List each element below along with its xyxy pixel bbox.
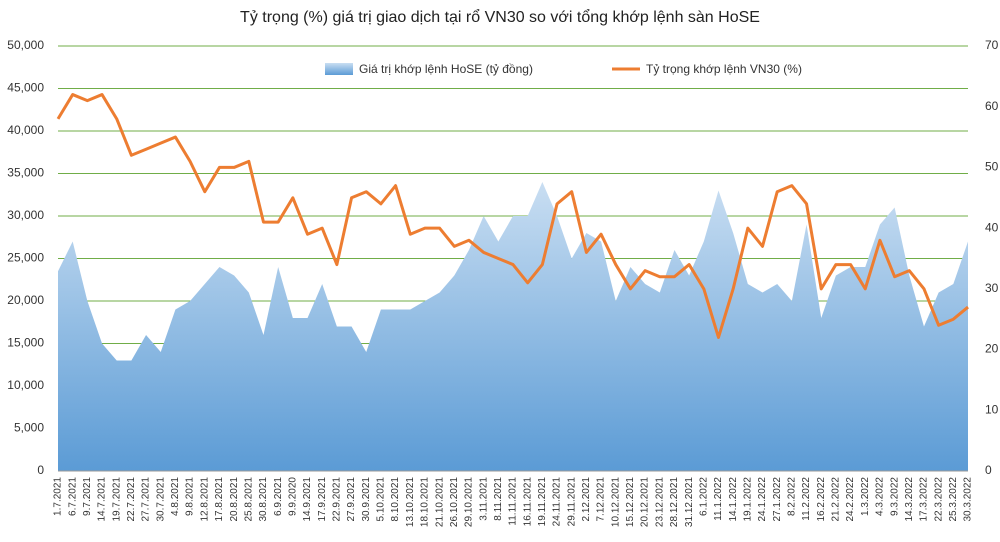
x-tick-label: 11.2.2022 — [801, 477, 812, 521]
y2-tick-label: 10 — [985, 402, 999, 416]
y2-tick-label: 70 — [985, 38, 999, 52]
x-tick-label: 20.12.2021 — [640, 477, 651, 527]
y-tick-label: 10,000 — [7, 378, 44, 392]
legend-label: Giá trị khớp lệnh HoSE (tỷ đồng) — [359, 62, 533, 76]
legend-label: Tỷ trọng khớp lệnh VN30 (%) — [646, 62, 802, 76]
x-tick-label: 12.8.2021 — [199, 477, 210, 522]
x-tick-label: 22.3.2022 — [933, 477, 944, 522]
x-tick-label: 17.9.2021 — [317, 477, 328, 522]
legend-swatch — [325, 63, 353, 75]
x-tick-label: 13.10.2021 — [405, 477, 416, 527]
y2-tick-label: 40 — [985, 220, 999, 234]
x-tick-label: 23.12.2021 — [654, 477, 665, 527]
x-tick-label: 26.10.2021 — [449, 477, 460, 527]
x-tick-label: 22.7.2021 — [126, 477, 137, 522]
x-tick-label: 30.7.2021 — [155, 477, 166, 522]
x-tick-label: 6.7.2021 — [67, 477, 78, 516]
x-tick-label: 16.2.2022 — [816, 477, 827, 522]
line — [56, 93, 969, 339]
x-tick-label: 28.12.2021 — [669, 477, 680, 527]
x-tick-label: 14.3.2022 — [904, 477, 915, 522]
x-tick-label: 3.11.2021 — [478, 477, 489, 521]
x-tick-label: 19.11.2021 — [537, 477, 548, 527]
x-tick-label: 17.8.2021 — [214, 477, 225, 522]
x-tick-label: 2.12.2021 — [581, 477, 592, 522]
y-tick-label: 25,000 — [7, 251, 44, 265]
x-tick-label: 21.2.2022 — [831, 477, 842, 522]
y-tick-label: 15,000 — [7, 336, 44, 350]
area — [58, 182, 968, 471]
y2-tick-label: 20 — [985, 342, 999, 356]
x-tick-label: 11.1.2022 — [713, 477, 724, 521]
x-tick-label: 31.12.2021 — [684, 477, 695, 527]
x-tick-label: 5.10.2021 — [376, 477, 387, 522]
x-tick-label: 8.11.2021 — [493, 477, 504, 521]
x-tick-label: 25.3.2022 — [948, 477, 959, 522]
x-tick-label: 8.10.2021 — [390, 477, 401, 522]
x-tick-label: 29.11.2021 — [566, 477, 577, 527]
x-tick-label: 7.12.2021 — [596, 477, 607, 522]
x-tick-label: 14.7.2021 — [97, 477, 108, 522]
chart-title: Tỷ trọng (%) giá trị giao dịch tại rổ VN… — [240, 8, 760, 26]
x-tick-label: 30.9.2021 — [361, 477, 372, 522]
x-tick-label: 19.7.2021 — [111, 477, 122, 522]
x-tick-label: 10.12.2021 — [610, 477, 621, 527]
x-tick-label: 27.7.2021 — [141, 477, 152, 522]
x-tick-label: 29.10.2021 — [464, 477, 475, 527]
x-tick-label: 9.7.2021 — [82, 477, 93, 516]
y-tick-label: 45,000 — [7, 81, 44, 95]
x-tick-label: 24.1.2022 — [757, 477, 768, 522]
y-tick-label: 30,000 — [7, 208, 44, 222]
y2-tick-label: 0 — [985, 463, 992, 477]
x-tick-label: 18.10.2021 — [420, 477, 431, 527]
x-tick-label: 25.8.2021 — [243, 477, 254, 522]
x-tick-label: 24.2.2022 — [845, 477, 856, 522]
x-tick-label: 1.7.2021 — [53, 477, 64, 516]
x-tick-label: 24.11.2021 — [552, 477, 563, 527]
y-tick-label: 20,000 — [7, 293, 44, 307]
x-tick-label: 27.1.2022 — [772, 477, 783, 522]
x-tick-label: 4.3.2022 — [875, 477, 886, 516]
y-tick-label: 35,000 — [7, 166, 44, 180]
x-tick-label: 15.12.2021 — [625, 477, 636, 527]
x-tick-label: 6.9.2021 — [273, 477, 284, 516]
x-tick-label: 19.1.2022 — [742, 477, 753, 522]
y-tick-label: 50,000 — [7, 38, 44, 52]
x-tick-label: 11.11.2021 — [508, 477, 519, 526]
x-tick-label: 17.3.2022 — [919, 477, 930, 522]
x-tick-label: 14.9.2021 — [302, 477, 313, 522]
x-tick-label: 20.8.2021 — [229, 477, 240, 522]
y2-tick-label: 50 — [985, 160, 999, 174]
x-tick-label: 16.11.2021 — [522, 477, 533, 527]
x-tick-label: 14.1.2022 — [728, 477, 739, 522]
y-tick-label: 40,000 — [7, 123, 44, 137]
x-tick-label: 9.3.2022 — [889, 477, 900, 516]
y-tick-label: 5,000 — [14, 421, 44, 435]
x-tick-label: 30.3.2022 — [963, 477, 974, 522]
x-tick-label: 30.8.2021 — [258, 477, 269, 522]
y2-tick-label: 30 — [985, 281, 999, 295]
y2-tick-label: 60 — [985, 99, 999, 113]
x-tick-label: 6.1.2022 — [698, 477, 709, 516]
x-tick-label: 9.9.2020 — [287, 477, 298, 516]
x-tick-label: 8.2.2022 — [787, 477, 798, 516]
x-tick-label: 4.8.2021 — [170, 477, 181, 516]
y-tick-label: 0 — [37, 463, 44, 477]
x-tick-label: 9.8.2021 — [185, 477, 196, 516]
x-tick-label: 1.3.2022 — [860, 477, 871, 516]
x-tick-label: 27.9.2021 — [346, 477, 357, 522]
x-tick-label: 21.10.2021 — [434, 477, 445, 527]
x-tick-label: 22.9.2021 — [332, 477, 343, 522]
